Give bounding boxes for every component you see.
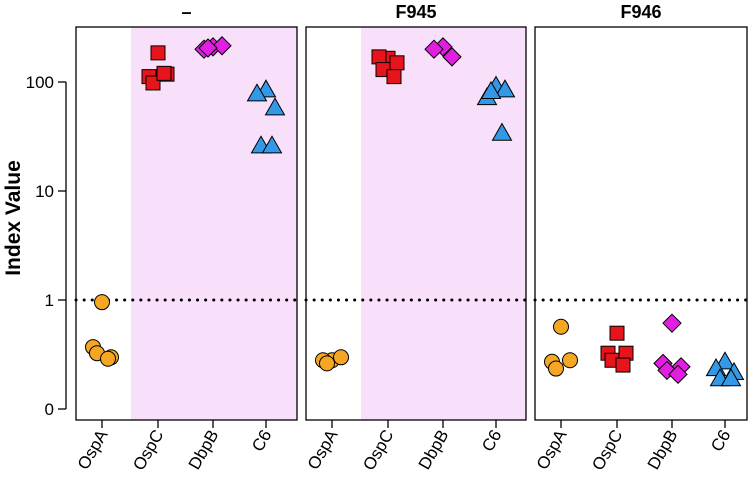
y-tick-label: 0 <box>45 400 54 419</box>
y-tick-label: 100 <box>26 73 54 92</box>
point-ospa <box>562 352 578 369</box>
panel-3: F946 OspA OspC DbpB C6 <box>533 2 749 474</box>
point-dbpb <box>442 47 462 67</box>
x-tick-label: OspC <box>359 427 397 474</box>
point-c6 <box>480 80 502 100</box>
point-ospa <box>553 318 569 335</box>
panel-title: F946 <box>620 2 661 22</box>
point-ospa <box>94 294 110 311</box>
panel-2: F945 OspA OspC DbpB C6 <box>304 2 528 474</box>
point-ospc <box>150 45 166 61</box>
panel-1: – OspA OspC DbpB C6 <box>74 2 299 474</box>
point-ospa <box>548 360 564 377</box>
x-tick-label: C6 <box>478 427 505 455</box>
y-tick-label: 1 <box>45 291 54 310</box>
point-ospa <box>319 355 335 372</box>
point-ospa <box>100 350 116 367</box>
panel-frame <box>305 26 527 421</box>
y-axis: 0 1 10 100 <box>26 73 67 419</box>
x-tick-label: C6 <box>707 427 734 455</box>
panel-title: F945 <box>395 2 436 22</box>
x-tick-label: OspC <box>129 427 167 474</box>
point-c6 <box>491 122 513 141</box>
point-ospc <box>389 55 405 71</box>
point-dbpb <box>668 364 688 385</box>
point-dbpb <box>212 36 232 56</box>
point-c6 <box>720 368 742 387</box>
x-tick-label: OspC <box>588 427 626 474</box>
x-tick-label: OspA <box>304 426 342 473</box>
point-ospc <box>386 69 402 85</box>
x-tick-label: OspA <box>533 426 571 473</box>
point-dbpb <box>424 39 444 59</box>
point-c6 <box>261 135 283 154</box>
point-dbpb <box>662 313 682 333</box>
point-c6 <box>714 351 736 370</box>
panel-title: – <box>181 2 191 22</box>
point-c6 <box>264 97 286 116</box>
y-tick-label: 10 <box>35 182 54 201</box>
point-ospc <box>615 357 631 373</box>
point-ospc <box>609 325 625 341</box>
point-c6 <box>494 79 516 98</box>
point-c6 <box>246 83 268 102</box>
x-tick-label: OspA <box>74 426 112 473</box>
x-tick-label: DbpB <box>415 427 453 473</box>
point-dbpb <box>198 38 218 58</box>
point-ospc <box>371 49 387 65</box>
y-axis-title: Index Value <box>2 160 25 276</box>
x-tick-label: DbpB <box>644 427 682 473</box>
point-ospa <box>333 349 349 366</box>
point-ospc <box>156 65 172 81</box>
x-tick-label: C6 <box>248 427 275 455</box>
panels-layer: – OspA OspC DbpB C6 F945 OspA OspC DbpB C6 F946 Osp… <box>74 2 749 474</box>
panel-frame <box>75 26 298 421</box>
panel-frame <box>534 26 748 421</box>
x-tick-label: DbpB <box>185 427 223 473</box>
